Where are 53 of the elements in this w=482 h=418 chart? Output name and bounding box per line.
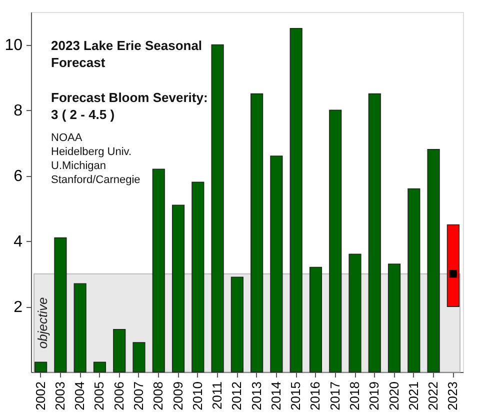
bar xyxy=(74,283,86,372)
bar xyxy=(348,254,362,372)
x-tick-label: 2018 xyxy=(347,382,362,410)
bar xyxy=(329,110,342,372)
bar xyxy=(250,93,264,372)
bar xyxy=(34,362,48,372)
x-tick-label: 2014 xyxy=(268,382,284,410)
bar xyxy=(309,266,322,372)
bar xyxy=(172,204,185,372)
annotation: Forecast Bloom Severity: 3 ( 2 - 4.5 ) xyxy=(51,90,208,122)
x-tick-label: 2010 xyxy=(190,382,205,410)
x-tick-label: 2015 xyxy=(288,382,304,410)
x-tick-label: 2008 xyxy=(150,382,166,410)
bar xyxy=(54,237,67,372)
bar xyxy=(368,93,381,372)
x-tick-label: 2009 xyxy=(170,382,186,410)
bar xyxy=(427,149,440,372)
annotation: 2023 Lake Erie Seasonal Forecast xyxy=(51,38,202,70)
annotation: NOAA Heidelberg Univ. U.Michigan Stanford/Carnegie xyxy=(51,132,140,186)
x-tick-label: 2011 xyxy=(210,382,225,410)
x-tick-label: 2020 xyxy=(386,382,402,410)
bar xyxy=(113,329,126,372)
x-tick-label: 2007 xyxy=(131,382,146,410)
bar xyxy=(408,188,420,372)
x-tick-label: 2017 xyxy=(327,382,342,410)
x-tick-label: 2005 xyxy=(92,382,107,410)
x-tick-label: 2012 xyxy=(229,382,244,410)
x-tick-label: 2019 xyxy=(366,382,382,410)
band-label: objective xyxy=(35,297,50,349)
x-tick-label: 2004 xyxy=(72,382,88,410)
x-tick-label: 2002 xyxy=(32,382,48,410)
x-tick-label: 2022 xyxy=(426,382,441,410)
bar xyxy=(388,264,401,372)
bar xyxy=(230,276,244,372)
x-tick-label: 2021 xyxy=(406,382,421,410)
y-tick-label: 4 xyxy=(14,234,23,251)
bar xyxy=(132,342,146,372)
x-tick-label: 2016 xyxy=(308,382,323,410)
y-tick-label: 6 xyxy=(14,168,23,186)
bar xyxy=(446,224,460,307)
bar xyxy=(211,44,224,372)
x-tick-label: 2003 xyxy=(52,382,68,410)
bar xyxy=(93,362,106,372)
x-tick-label: 2023 xyxy=(445,382,460,410)
bar xyxy=(152,168,165,372)
y-tick-label: 10 xyxy=(4,37,23,54)
bar xyxy=(290,28,302,372)
bar xyxy=(192,182,204,372)
bar xyxy=(270,156,283,372)
y-tick-label: 8 xyxy=(14,102,23,120)
y-tick-label: 2 xyxy=(14,299,23,316)
x-tick-label: 2013 xyxy=(248,382,264,410)
x-tick-label: 2006 xyxy=(111,382,126,410)
